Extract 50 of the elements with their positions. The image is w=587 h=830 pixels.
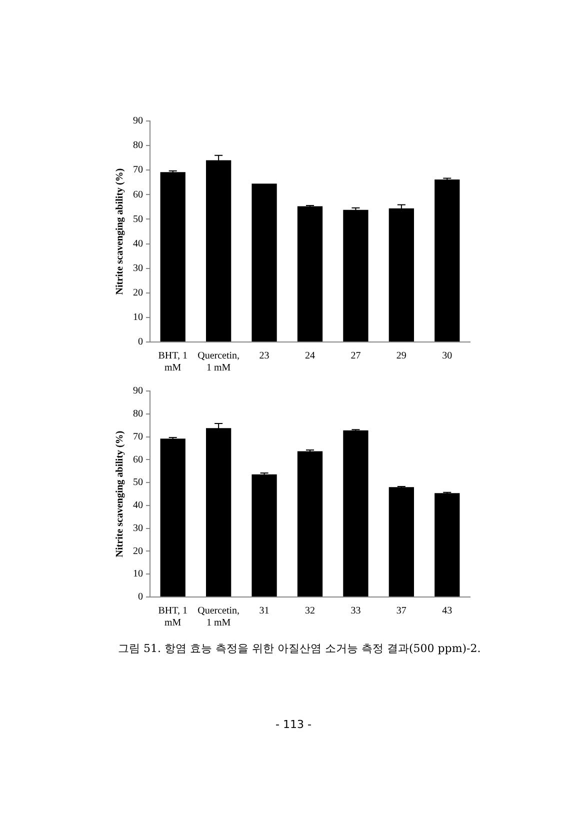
x-tick-label: Quercetin, 1 mM [198, 350, 240, 374]
y-tick-label: 30 [133, 522, 143, 534]
y-tick-label: 80 [133, 408, 143, 420]
x-tick-label: BHT, 1 mM [158, 350, 188, 374]
bar [297, 206, 323, 342]
y-tick-label: 70 [133, 431, 143, 442]
bar [160, 438, 186, 596]
x-tick-label: 23 [259, 350, 270, 362]
text: - 113 - [274, 718, 312, 731]
bar [160, 172, 186, 342]
x-tick-label: Quercetin, 1 mM [198, 606, 240, 629]
bar [388, 487, 414, 596]
x-tick-label: 43 [442, 606, 452, 617]
y-tick-label: 10 [133, 568, 143, 580]
y-tick-label: 50 [133, 214, 143, 225]
y-axis-title: Nitrite scavenging ability (%) [114, 430, 126, 558]
bar [388, 208, 414, 342]
y-tick-label: 90 [133, 386, 143, 397]
y-tick-label: 20 [133, 546, 143, 557]
x-tick-label: 31 [259, 606, 270, 617]
bar [343, 210, 368, 342]
caption: 그림 51. 항염 효능 측정을 위한 아질산염 소거능 측정 결과(500 ppm)-2. [118, 641, 482, 657]
bar [434, 493, 460, 596]
x-tick-label: 29 [396, 350, 406, 362]
y-tick-label: 50 [133, 477, 143, 488]
bar [343, 430, 368, 596]
y-tick-label: 70 [133, 164, 143, 176]
x-tick-label: 24 [305, 350, 315, 362]
x-tick-label: BHT, 1 mM [158, 606, 188, 629]
x-tick-label: 32 [305, 606, 315, 617]
y-tick-label: 40 [133, 500, 143, 512]
y-axis-title: Nitrite scavenging ability (%) [114, 168, 126, 295]
bar [252, 184, 277, 342]
bar [434, 179, 460, 342]
y-tick-label: 10 [133, 312, 143, 324]
y-tick-label: 60 [133, 189, 143, 200]
y-tick-label: 30 [133, 262, 143, 274]
y-tick-label: 80 [133, 140, 143, 152]
x-tick-label: 27 [350, 350, 361, 362]
bar [252, 474, 277, 596]
y-tick-label: 60 [133, 454, 143, 466]
y-tick-label: 20 [133, 288, 143, 299]
x-tick-label: 30 [442, 350, 452, 362]
y-tick-label: 0 [138, 592, 143, 603]
y-tick-label: 40 [133, 238, 143, 250]
y-tick-label: 90 [133, 116, 143, 127]
bar [297, 451, 323, 596]
y-tick-label: 0 [138, 336, 143, 348]
x-tick-label: 33 [350, 606, 361, 617]
x-tick-label: 37 [396, 606, 406, 617]
